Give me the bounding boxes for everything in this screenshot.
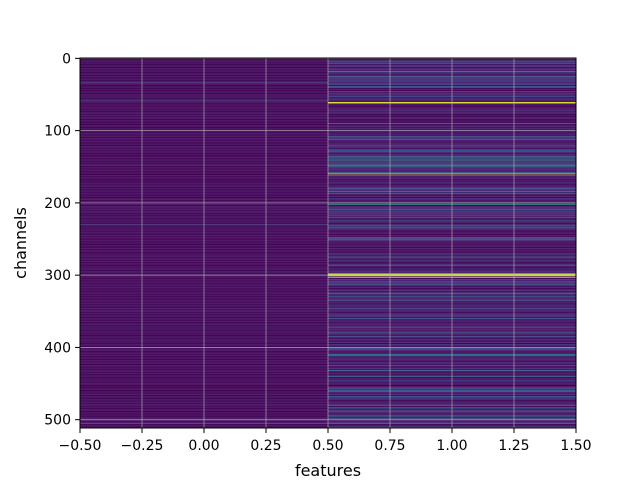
- y-tick-label: 500: [44, 413, 71, 429]
- y-tick-label: 200: [44, 196, 71, 212]
- x-tick-label: 0.75: [374, 438, 405, 454]
- x-tick-label: −0.25: [121, 438, 164, 454]
- y-axis-ticks: 0 100 200 300 400 500: [44, 51, 80, 429]
- y-tick-label: 300: [44, 268, 71, 284]
- x-axis-ticks: −0.50 −0.25 0.00 0.25 0.50 0.75 1.00 1.25 1.50: [59, 428, 592, 454]
- x-axis-label: features: [295, 461, 361, 480]
- plot-frame: [79, 57, 577, 429]
- x-tick-label: 1.50: [560, 438, 591, 454]
- x-tick-label: 0.00: [188, 438, 219, 454]
- y-axis-label: channels: [11, 207, 30, 279]
- x-tick-label: 0.25: [250, 438, 281, 454]
- y-tick-label: 100: [44, 124, 71, 140]
- y-tick-label: 400: [44, 340, 71, 356]
- x-tick-label: 1.00: [436, 438, 467, 454]
- x-tick-label: 0.50: [312, 438, 343, 454]
- x-tick-label: −0.50: [59, 438, 102, 454]
- y-tick-label: 0: [62, 51, 71, 67]
- x-tick-label: 1.25: [498, 438, 529, 454]
